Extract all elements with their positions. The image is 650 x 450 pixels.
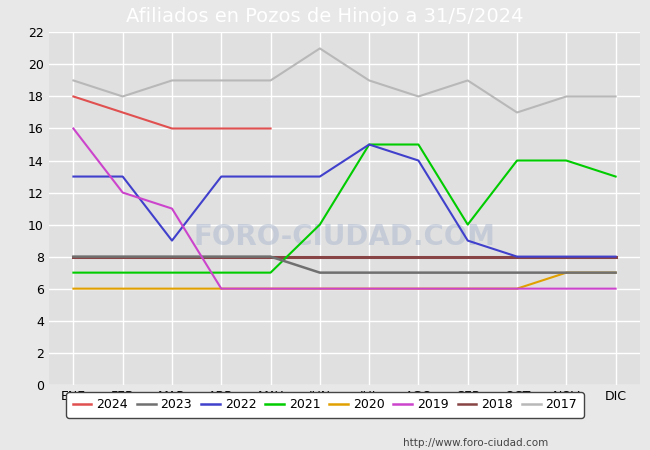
Legend: 2024, 2023, 2022, 2021, 2020, 2019, 2018, 2017: 2024, 2023, 2022, 2021, 2020, 2019, 2018… <box>66 392 584 418</box>
Text: http://www.foro-ciudad.com: http://www.foro-ciudad.com <box>403 438 548 448</box>
Text: FORO-CIUDAD.COM: FORO-CIUDAD.COM <box>194 223 495 251</box>
Text: Afiliados en Pozos de Hinojo a 31/5/2024: Afiliados en Pozos de Hinojo a 31/5/2024 <box>126 7 524 26</box>
